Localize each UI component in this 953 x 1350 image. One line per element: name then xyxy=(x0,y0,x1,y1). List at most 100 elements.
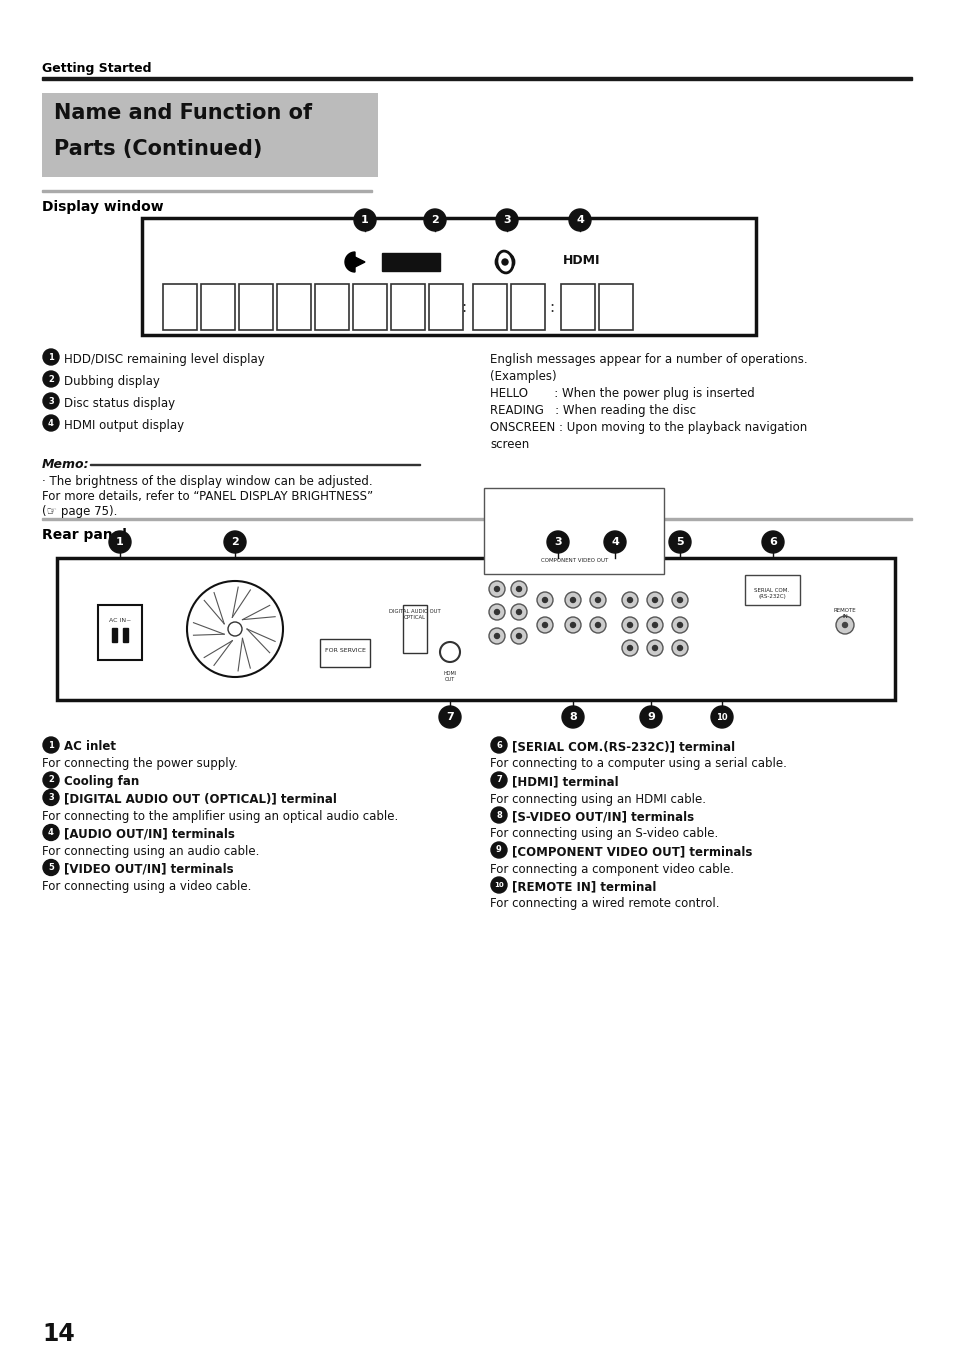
Circle shape xyxy=(491,842,506,859)
Circle shape xyxy=(595,598,599,602)
Text: 10: 10 xyxy=(494,882,503,888)
Text: 2: 2 xyxy=(48,374,54,383)
Circle shape xyxy=(761,531,783,554)
Bar xyxy=(319,639,370,667)
Circle shape xyxy=(43,825,59,841)
Text: [HDMI] terminal: [HDMI] terminal xyxy=(512,775,618,788)
Bar xyxy=(276,284,311,329)
Circle shape xyxy=(511,580,526,597)
Circle shape xyxy=(494,586,499,591)
Text: [AUDIO OUT/IN] terminals: [AUDIO OUT/IN] terminals xyxy=(64,828,234,841)
Circle shape xyxy=(491,878,506,892)
Circle shape xyxy=(439,643,459,662)
Text: 1: 1 xyxy=(116,537,124,547)
Text: 1: 1 xyxy=(361,215,369,225)
Ellipse shape xyxy=(497,251,513,273)
Bar xyxy=(239,284,273,329)
Circle shape xyxy=(491,737,506,753)
Circle shape xyxy=(542,598,547,602)
Circle shape xyxy=(671,617,687,633)
Text: [COMPONENT VIDEO OUT] terminals: [COMPONENT VIDEO OUT] terminals xyxy=(512,845,752,859)
Text: 2: 2 xyxy=(231,537,238,547)
Text: 14: 14 xyxy=(42,1322,74,1346)
Circle shape xyxy=(109,531,131,554)
Circle shape xyxy=(627,622,632,628)
Circle shape xyxy=(537,617,553,633)
Circle shape xyxy=(516,586,521,591)
Text: READING   : When reading the disc: READING : When reading the disc xyxy=(490,404,696,417)
Bar xyxy=(429,284,462,329)
Text: 3: 3 xyxy=(48,397,53,405)
Text: AC inlet: AC inlet xyxy=(64,740,116,753)
Text: For connecting to a computer using a serial cable.: For connecting to a computer using a ser… xyxy=(490,757,786,771)
Text: 4: 4 xyxy=(48,828,54,837)
Bar xyxy=(473,284,506,329)
Text: :: : xyxy=(461,300,466,315)
Bar xyxy=(381,252,439,271)
Circle shape xyxy=(224,531,246,554)
Text: [REMOTE IN] terminal: [REMOTE IN] terminal xyxy=(512,880,656,892)
Text: AC IN~: AC IN~ xyxy=(109,618,132,622)
Circle shape xyxy=(511,628,526,644)
Text: [S-VIDEO OUT/IN] terminals: [S-VIDEO OUT/IN] terminals xyxy=(512,810,694,824)
Circle shape xyxy=(489,580,504,597)
Circle shape xyxy=(652,645,657,651)
Bar xyxy=(402,605,427,653)
Circle shape xyxy=(423,209,446,231)
Circle shape xyxy=(589,617,605,633)
Text: 2: 2 xyxy=(431,215,438,225)
Text: 4: 4 xyxy=(576,215,583,225)
Text: 5: 5 xyxy=(676,537,683,547)
Text: Getting Started: Getting Started xyxy=(42,62,152,76)
Text: FOR SERVICE: FOR SERVICE xyxy=(324,648,365,653)
Text: :: : xyxy=(549,300,554,315)
Circle shape xyxy=(603,531,625,554)
Circle shape xyxy=(516,609,521,614)
Circle shape xyxy=(570,622,575,628)
Text: 7: 7 xyxy=(446,711,454,722)
Circle shape xyxy=(354,209,375,231)
Bar xyxy=(391,284,424,329)
Text: HELLO       : When the power plug is inserted: HELLO : When the power plug is inserted xyxy=(490,387,754,400)
Text: SERIAL COM.
(RS-232C): SERIAL COM. (RS-232C) xyxy=(754,589,789,599)
Bar xyxy=(42,93,377,177)
Bar xyxy=(90,463,419,464)
Text: For connecting the power supply.: For connecting the power supply. xyxy=(42,757,237,771)
Bar xyxy=(511,284,544,329)
Text: (☞ page 75).: (☞ page 75). xyxy=(42,505,117,518)
Circle shape xyxy=(652,622,657,628)
Circle shape xyxy=(595,622,599,628)
Text: 3: 3 xyxy=(48,792,53,802)
Circle shape xyxy=(639,706,661,728)
Text: ONSCREEN : Upon moving to the playback navigation: ONSCREEN : Upon moving to the playback n… xyxy=(490,421,806,433)
Circle shape xyxy=(494,609,499,614)
Circle shape xyxy=(43,350,59,365)
Bar xyxy=(314,284,349,329)
Text: 5: 5 xyxy=(48,863,54,872)
Circle shape xyxy=(43,737,59,753)
Circle shape xyxy=(187,580,283,676)
Text: 4: 4 xyxy=(611,537,618,547)
Circle shape xyxy=(43,860,59,876)
Text: 6: 6 xyxy=(768,537,776,547)
Text: Rear panel: Rear panel xyxy=(42,528,127,541)
Bar xyxy=(163,284,196,329)
Text: For connecting using a video cable.: For connecting using a video cable. xyxy=(42,880,251,892)
Circle shape xyxy=(438,706,460,728)
Bar xyxy=(744,575,800,605)
Text: Dubbing display: Dubbing display xyxy=(64,375,160,387)
Circle shape xyxy=(546,531,568,554)
Text: 4: 4 xyxy=(48,418,54,428)
Circle shape xyxy=(671,640,687,656)
Polygon shape xyxy=(355,256,365,267)
Circle shape xyxy=(496,209,517,231)
Circle shape xyxy=(835,616,853,634)
Text: HDMI output display: HDMI output display xyxy=(64,418,184,432)
Text: 9: 9 xyxy=(646,711,655,722)
Bar xyxy=(42,190,372,192)
Circle shape xyxy=(589,593,605,608)
Circle shape xyxy=(646,617,662,633)
Circle shape xyxy=(501,258,508,266)
Circle shape xyxy=(43,371,59,387)
Circle shape xyxy=(561,706,583,728)
